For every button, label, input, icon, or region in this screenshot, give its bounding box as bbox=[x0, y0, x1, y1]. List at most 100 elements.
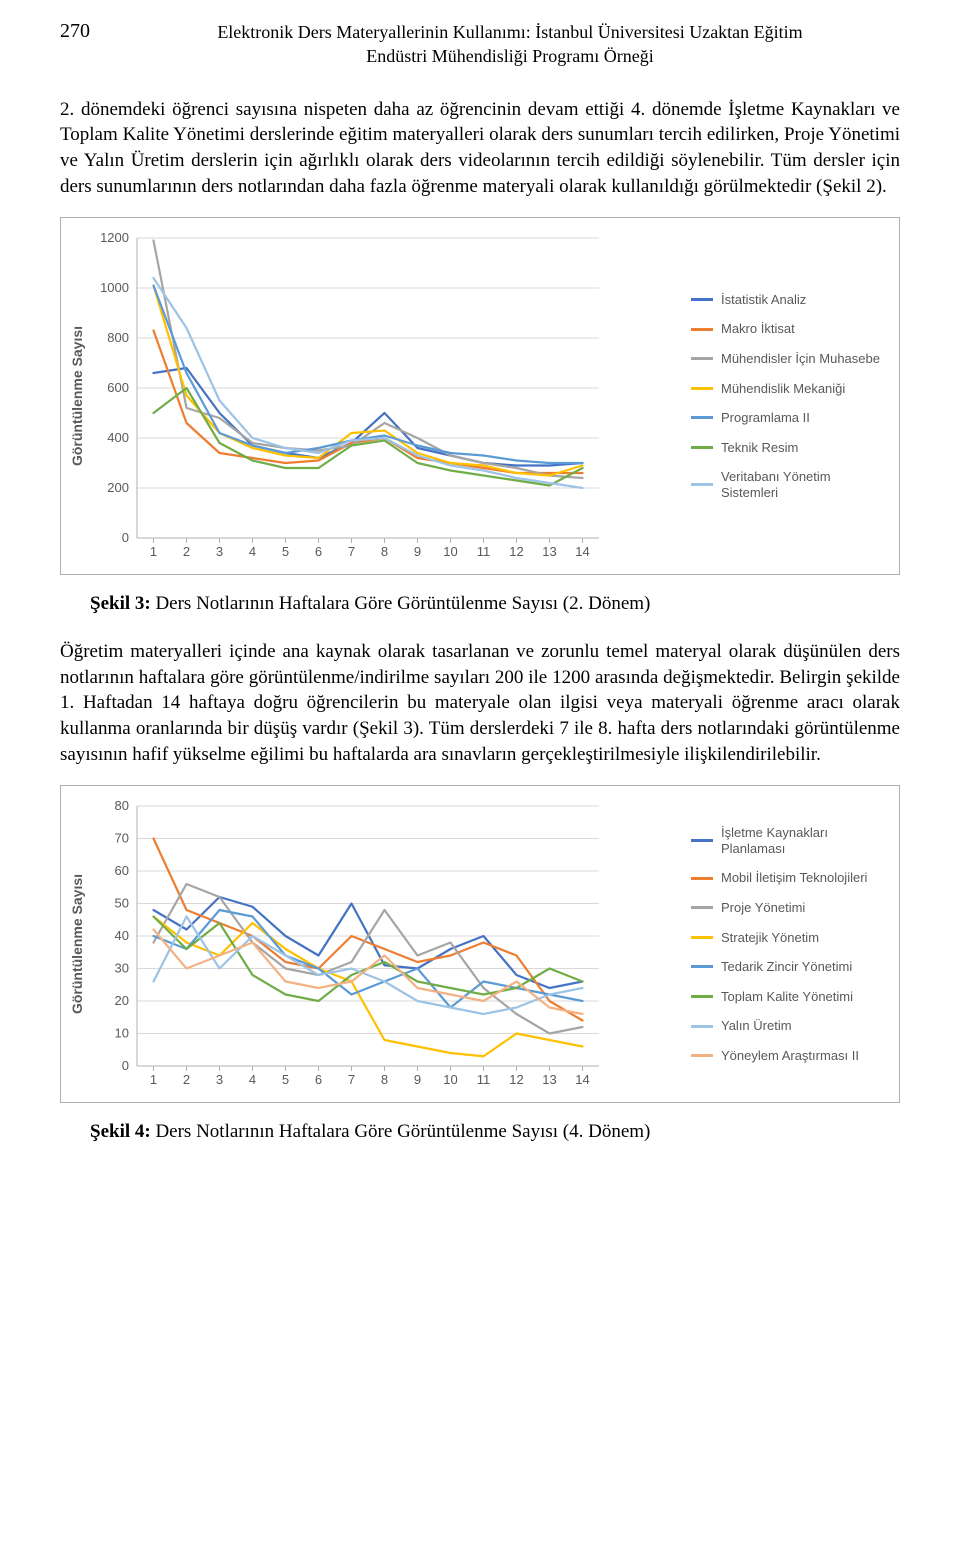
running-head: Elektronik Ders Materyallerinin Kullanım… bbox=[120, 20, 900, 69]
legend-label: Veritabanı Yönetim Sistemleri bbox=[721, 469, 891, 500]
chart3-plot-area: 0200400600800100012001234567891011121314 bbox=[89, 226, 679, 566]
svg-text:60: 60 bbox=[115, 863, 129, 878]
legend-label: Yöneylem Araştırması II bbox=[721, 1048, 859, 1064]
legend-swatch bbox=[691, 298, 713, 301]
figure-4-chart: Görüntülenme Sayısı 01020304050607080123… bbox=[60, 785, 900, 1103]
chart3-ylabel: Görüntülenme Sayısı bbox=[69, 326, 85, 466]
legend-swatch bbox=[691, 839, 713, 842]
svg-text:200: 200 bbox=[107, 480, 129, 495]
svg-text:6: 6 bbox=[315, 1072, 322, 1087]
legend-swatch bbox=[691, 483, 713, 486]
svg-text:600: 600 bbox=[107, 380, 129, 395]
svg-text:5: 5 bbox=[282, 544, 289, 559]
figure-3-caption: Şekil 3: Ders Notlarının Haftalara Göre … bbox=[90, 593, 900, 615]
legend-item: Mobil İletişim Teknolojileri bbox=[691, 870, 891, 886]
legend-item: Mühendislik Mekaniği bbox=[691, 381, 891, 397]
svg-text:1: 1 bbox=[150, 544, 157, 559]
legend-swatch bbox=[691, 1025, 713, 1028]
legend-item: Mühendisler İçin Muhasebe bbox=[691, 351, 891, 367]
legend-swatch bbox=[691, 965, 713, 968]
chart4-plot-area: 010203040506070801234567891011121314 bbox=[89, 794, 679, 1094]
legend-swatch bbox=[691, 1054, 713, 1057]
svg-text:8: 8 bbox=[381, 1072, 388, 1087]
svg-text:1: 1 bbox=[150, 1072, 157, 1087]
chart3-legend: İstatistik Analiz Makro İktisat Mühendisle… bbox=[679, 226, 891, 566]
svg-text:8: 8 bbox=[381, 544, 388, 559]
legend-swatch bbox=[691, 936, 713, 939]
svg-text:5: 5 bbox=[282, 1072, 289, 1087]
svg-text:4: 4 bbox=[249, 1072, 256, 1087]
legend-label: Mühendislik Mekaniği bbox=[721, 381, 845, 397]
figure-3-caption-text: Ders Notlarının Haftalara Göre Görüntüle… bbox=[151, 593, 651, 614]
svg-text:40: 40 bbox=[115, 928, 129, 943]
svg-text:50: 50 bbox=[115, 896, 129, 911]
legend-item: Proje Yönetimi bbox=[691, 900, 891, 916]
legend-item: Veritabanı Yönetim Sistemleri bbox=[691, 469, 891, 500]
legend-item: Makro İktisat bbox=[691, 321, 891, 337]
legend-swatch bbox=[691, 995, 713, 998]
svg-text:80: 80 bbox=[115, 798, 129, 813]
legend-swatch bbox=[691, 446, 713, 449]
svg-text:6: 6 bbox=[315, 544, 322, 559]
chart3-svg: 0200400600800100012001234567891011121314 bbox=[89, 226, 609, 566]
svg-text:0: 0 bbox=[122, 1058, 129, 1073]
chart4-svg: 010203040506070801234567891011121314 bbox=[89, 794, 609, 1094]
chart4-ylabel: Görüntülenme Sayısı bbox=[69, 874, 85, 1014]
legend-label: Programlama II bbox=[721, 410, 810, 426]
svg-text:7: 7 bbox=[348, 544, 355, 559]
svg-text:12: 12 bbox=[509, 544, 523, 559]
svg-text:2: 2 bbox=[183, 1072, 190, 1087]
legend-item: Tedarik Zincir Yönetimi bbox=[691, 959, 891, 975]
svg-text:400: 400 bbox=[107, 430, 129, 445]
legend-item: Stratejik Yönetim bbox=[691, 930, 891, 946]
svg-text:1000: 1000 bbox=[100, 280, 129, 295]
legend-label: Proje Yönetimi bbox=[721, 900, 805, 916]
svg-text:9: 9 bbox=[414, 544, 421, 559]
svg-text:9: 9 bbox=[414, 1072, 421, 1087]
svg-text:10: 10 bbox=[115, 1026, 129, 1041]
legend-label: Tedarik Zincir Yönetimi bbox=[721, 959, 852, 975]
svg-text:10: 10 bbox=[443, 1072, 457, 1087]
figure-4-caption-text: Ders Notlarının Haftalara Göre Görüntüle… bbox=[151, 1121, 651, 1142]
legend-item: İstatistik Analiz bbox=[691, 292, 891, 308]
legend-label: Mühendisler İçin Muhasebe bbox=[721, 351, 880, 367]
legend-item: Yöneylem Araştırması II bbox=[691, 1048, 891, 1064]
svg-text:14: 14 bbox=[575, 1072, 589, 1087]
svg-text:7: 7 bbox=[348, 1072, 355, 1087]
legend-item: İşletme Kaynakları Planlaması bbox=[691, 825, 891, 856]
paragraph-2: Öğretim materyalleri içinde ana kaynak o… bbox=[60, 639, 900, 767]
running-head-line1: Elektronik Ders Materyallerinin Kullanım… bbox=[217, 22, 802, 42]
svg-text:3: 3 bbox=[216, 544, 223, 559]
svg-text:11: 11 bbox=[477, 1072, 491, 1087]
legend-swatch bbox=[691, 387, 713, 390]
legend-item: Programlama II bbox=[691, 410, 891, 426]
legend-label: Teknik Resim bbox=[721, 440, 798, 456]
figure-3-chart: Görüntülenme Sayısı 02004006008001000120… bbox=[60, 217, 900, 575]
legend-label: Makro İktisat bbox=[721, 321, 795, 337]
legend-item: Yalın Üretim bbox=[691, 1018, 891, 1034]
legend-item: Toplam Kalite Yönetimi bbox=[691, 989, 891, 1005]
figure-4-caption: Şekil 4: Ders Notlarının Haftalara Göre … bbox=[90, 1121, 900, 1143]
svg-text:11: 11 bbox=[477, 544, 491, 559]
figure-4-caption-label: Şekil 4: bbox=[90, 1121, 151, 1142]
svg-text:14: 14 bbox=[575, 544, 589, 559]
svg-text:10: 10 bbox=[443, 544, 457, 559]
svg-text:12: 12 bbox=[509, 1072, 523, 1087]
legend-swatch bbox=[691, 877, 713, 880]
svg-text:2: 2 bbox=[183, 544, 190, 559]
svg-text:3: 3 bbox=[216, 1072, 223, 1087]
legend-label: İşletme Kaynakları Planlaması bbox=[721, 825, 891, 856]
legend-label: Toplam Kalite Yönetimi bbox=[721, 989, 853, 1005]
svg-text:800: 800 bbox=[107, 330, 129, 345]
svg-text:30: 30 bbox=[115, 961, 129, 976]
chart4-ylabel-col: Görüntülenme Sayısı bbox=[65, 794, 89, 1094]
running-head-line2: Endüstri Mühendisliği Programı Örneği bbox=[366, 46, 653, 66]
legend-label: Stratejik Yönetim bbox=[721, 930, 819, 946]
svg-text:13: 13 bbox=[542, 544, 556, 559]
svg-text:13: 13 bbox=[542, 1072, 556, 1087]
chart3-ylabel-col: Görüntülenme Sayısı bbox=[65, 226, 89, 566]
svg-text:1200: 1200 bbox=[100, 230, 129, 245]
legend-label: Mobil İletişim Teknolojileri bbox=[721, 870, 867, 886]
svg-text:20: 20 bbox=[115, 993, 129, 1008]
legend-label: Yalın Üretim bbox=[721, 1018, 792, 1034]
